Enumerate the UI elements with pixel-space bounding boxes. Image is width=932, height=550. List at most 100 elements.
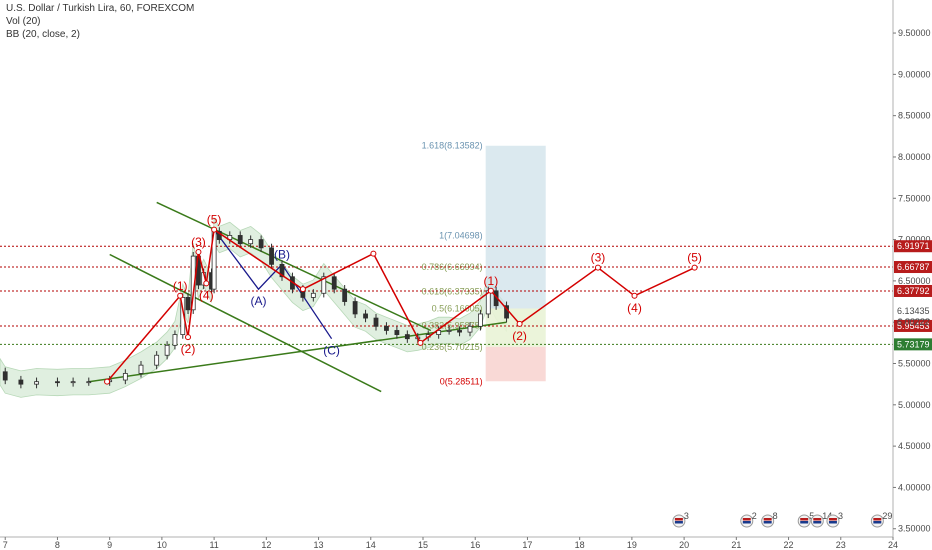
price-tag-text: 5.95453 (897, 321, 930, 331)
event-badge[interactable]: 5 (797, 511, 814, 528)
volume-indicator-label[interactable]: Vol (20) (6, 16, 41, 27)
candle-body (363, 313, 368, 319)
price-tag-bg (894, 284, 932, 297)
wave-point[interactable] (203, 280, 210, 287)
price-tag[interactable]: 5.95453 (894, 319, 932, 332)
candle-body (34, 381, 39, 385)
wave-label: (4) (199, 288, 214, 302)
y-tick-label: 9.50000 (898, 28, 931, 38)
fib-level-label: 0.236(5.70215) (422, 342, 483, 352)
x-tick-label: 21 (731, 540, 741, 550)
price-tag-extra: 6.00222 (897, 317, 930, 327)
flag-icon-stripe (674, 521, 683, 524)
price-tag[interactable]: 6.91971 (894, 240, 932, 253)
candle-body (122, 373, 128, 381)
wave-label: (C) (323, 344, 340, 358)
wave-point[interactable] (417, 339, 424, 346)
candle-body (237, 235, 243, 245)
candle-body (478, 313, 483, 327)
fib-level-label: 1(7.04698) (439, 231, 483, 241)
wave-point[interactable] (195, 248, 202, 255)
candle-body (436, 330, 442, 335)
y-tick-label: 5.50000 (898, 359, 931, 369)
x-tick-label: 23 (836, 540, 846, 550)
candle-body (446, 330, 452, 332)
price-tag[interactable]: 5.73179 (894, 338, 932, 351)
event-badge-count: 5 (809, 511, 814, 521)
wave-point[interactable] (104, 378, 111, 385)
price-tag-bg (894, 338, 932, 351)
bollinger-indicator-label[interactable]: BB (20, close, 2) (6, 29, 80, 40)
price-tag-text: 6.37792 (897, 286, 930, 296)
price-tag-bg (894, 240, 932, 253)
x-tick-label: 17 (522, 540, 532, 550)
candle-body (172, 334, 178, 346)
wave-label: (A) (251, 294, 267, 308)
fib-zone-mid (485, 308, 546, 347)
flag-icon-stripe (828, 518, 837, 521)
wave-label: (3) (591, 251, 606, 265)
flag-icon-stripe (828, 521, 837, 524)
candle-body (138, 364, 144, 374)
candle-body (384, 325, 389, 331)
candle-body (373, 317, 379, 327)
event-badge-count: 3 (684, 511, 689, 521)
fib-level-label: 1.618(8.13582) (422, 141, 483, 151)
candle-body (352, 301, 358, 315)
fib-zone-target (485, 145, 546, 309)
flag-icon-stripe (800, 521, 809, 524)
wave-point[interactable] (177, 292, 184, 299)
flag-icon-stripe (674, 518, 683, 521)
event-badge[interactable]: 14 (810, 511, 832, 528)
flag-icon-stripe (813, 521, 822, 524)
y-tick-label: 8.50000 (898, 111, 931, 121)
candle-body (321, 276, 327, 294)
price-tag-text: 6.66787 (897, 262, 930, 272)
flag-icon-stripe (813, 518, 822, 521)
abc-correction-line[interactable] (213, 229, 333, 340)
x-tick-label: 22 (784, 540, 794, 550)
x-tick-label: 19 (627, 540, 637, 550)
wave-point[interactable] (691, 264, 698, 271)
x-tick-label: 18 (575, 540, 585, 550)
wave-count-line[interactable] (106, 228, 695, 383)
price-tag-text: 6.91971 (897, 241, 930, 251)
price-tag-extra: 6.13435 (897, 306, 930, 316)
candle-body (404, 334, 410, 340)
flag-icon-stripe (763, 518, 772, 521)
candle-body (154, 354, 160, 366)
wave-point[interactable] (370, 250, 377, 257)
event-badge-count: 14 (822, 511, 832, 521)
flag-icon-stripe (763, 521, 772, 524)
event-badge[interactable]: 3 (826, 511, 843, 528)
candle-body (279, 263, 285, 278)
fib-level-label: 0(5.28511) (440, 376, 483, 386)
wave-label: (1) (173, 279, 188, 293)
x-tick-label: 9 (107, 540, 112, 550)
wave-point[interactable] (487, 287, 494, 294)
wave-point[interactable] (516, 320, 523, 327)
wave-point[interactable] (211, 226, 218, 233)
price-tag[interactable]: 6.37792 (894, 284, 932, 297)
flag-icon-stripe (742, 518, 751, 521)
candle-body (2, 371, 8, 381)
wave-point[interactable] (299, 286, 306, 293)
wave-label: (5) (687, 251, 702, 265)
wave-point[interactable] (631, 292, 638, 299)
candle-body (467, 325, 473, 333)
event-badge[interactable]: 29 (870, 511, 892, 528)
x-tick-label: 15 (418, 540, 428, 550)
event-badge[interactable]: 2 (740, 511, 757, 528)
price-tag[interactable]: 6.66787 (894, 261, 932, 274)
event-badge[interactable]: 8 (761, 511, 778, 528)
wave-point[interactable] (185, 334, 191, 341)
candle-body (457, 330, 462, 333)
x-tick-label: 14 (366, 540, 376, 550)
channel-lower-line[interactable] (109, 253, 382, 393)
wave-point[interactable] (594, 264, 601, 271)
event-badge[interactable]: 3 (672, 511, 689, 528)
channel-upper-line[interactable] (156, 201, 432, 332)
x-tick-label: 24 (888, 540, 898, 550)
event-badge-count: 8 (773, 511, 778, 521)
